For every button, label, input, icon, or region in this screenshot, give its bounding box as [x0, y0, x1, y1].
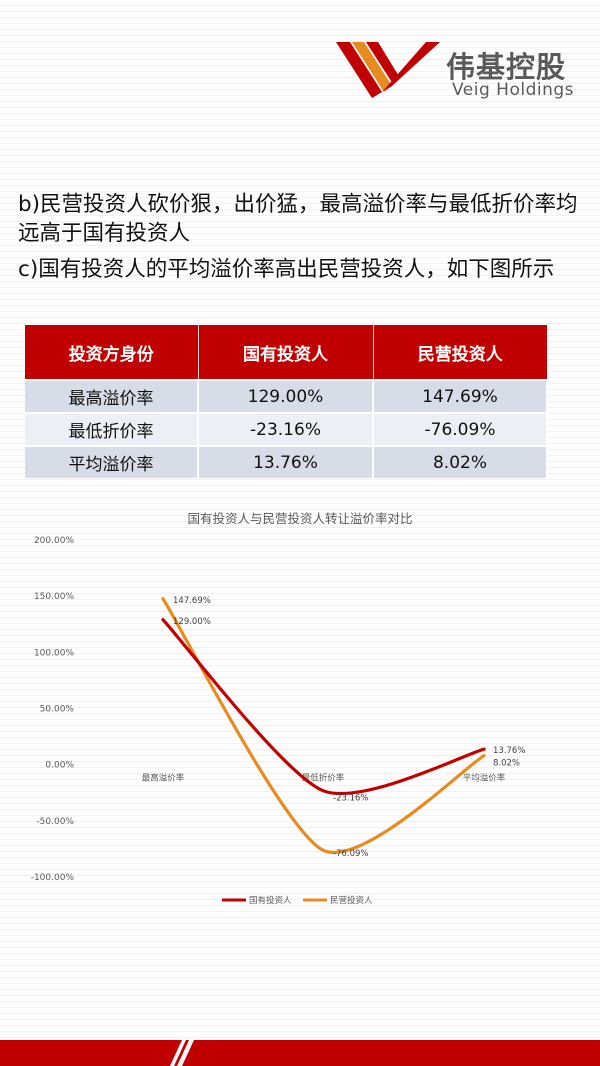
table-cell: 147.69%: [373, 379, 548, 413]
x-tick-label: 最低折价率: [302, 773, 345, 784]
table-row: 最高溢价率 129.00% 147.69%: [25, 379, 548, 413]
premium-rate-line-chart: 国有投资人与民营投资人转让溢价率对比 -100.00% -50.00% 0.00% 50…: [31, 511, 526, 906]
footer-band: [0, 1040, 600, 1066]
comparison-table: 投资方身份 国有投资人 民营投资人 最高溢价率 129.00% 147.69% …: [25, 325, 548, 478]
table-header-row: 投资方身份 国有投资人 民营投资人: [25, 325, 547, 380]
table-cell: 最低折价率: [25, 412, 199, 446]
paragraph-b: b)民营投资人砍价狠，出价猛，最高溢价率与最低折价率均远高于国有投资人: [18, 192, 578, 246]
y-tick-label: 200.00%: [34, 536, 74, 546]
y-tick-label: 0.00%: [45, 761, 74, 771]
brand-name-cn: 伟基控股: [446, 50, 567, 84]
table-cell: 13.76%: [198, 445, 374, 478]
table-header: 投资方身份: [25, 325, 199, 380]
table-cell: 平均溢价率: [25, 445, 199, 478]
data-point: [482, 754, 486, 758]
table-row: 平均溢价率 13.76% 8.02%: [25, 445, 548, 478]
data-label: 13.76%: [493, 746, 525, 756]
data-label: 8.02%: [493, 759, 520, 769]
y-tick-label: 100.00%: [34, 648, 74, 658]
y-tick-label: 150.00%: [34, 592, 74, 602]
legend-label: 国有投资人: [249, 895, 292, 906]
x-tick-label: 平均溢价率: [463, 773, 506, 784]
data-label: 129.00%: [173, 617, 211, 627]
veig-logo-icon: [336, 42, 440, 98]
paragraph-c: c)国有投资人的平均溢价率高出民营投资人，如下图所示: [18, 257, 555, 282]
data-label: -23.16%: [333, 794, 368, 804]
y-tick-label: -100.00%: [31, 873, 75, 883]
table-cell: 129.00%: [198, 379, 374, 413]
data-label: 147.69%: [173, 596, 211, 606]
brand-name-en: Veig Holdings: [452, 80, 575, 100]
series-line-0: [161, 618, 486, 796]
table-header: 民营投资人: [373, 325, 547, 380]
legend-label: 民营投资人: [330, 895, 373, 906]
x-tick-label: 最高溢价率: [142, 773, 185, 784]
data-label: -76.09%: [333, 849, 368, 859]
table-row: 最低折价率 -23.16% -76.09%: [25, 412, 548, 446]
y-tick-label: -50.00%: [36, 817, 74, 827]
table-cell: -76.09%: [373, 412, 548, 446]
table-header: 国有投资人: [198, 325, 374, 380]
data-point: [321, 789, 325, 793]
table-cell: 最高溢价率: [25, 379, 199, 413]
series-line-1: [161, 597, 486, 854]
y-tick-label: 50.00%: [40, 705, 75, 715]
data-point: [161, 618, 165, 622]
data-point: [161, 597, 165, 601]
table-cell: -23.16%: [198, 412, 374, 446]
table-cell: 8.02%: [373, 445, 548, 478]
chart-title: 国有投资人与民营投资人转让溢价率对比: [187, 511, 412, 526]
data-point: [321, 848, 325, 852]
data-point: [482, 747, 486, 751]
